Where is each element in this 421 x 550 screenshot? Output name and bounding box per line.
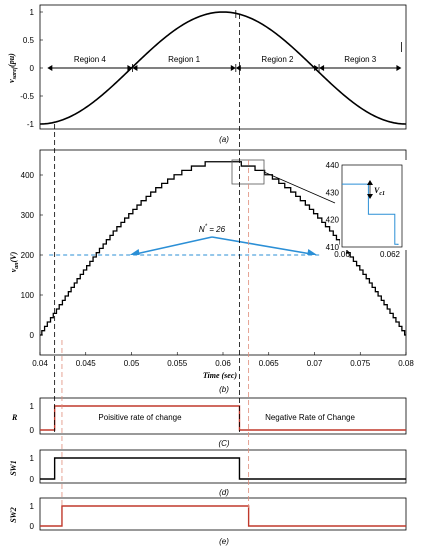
zoom-connector [263, 171, 336, 204]
digital-ytick-label: 0 [30, 426, 35, 435]
panel-b-xtick-label: 0.08 [398, 359, 414, 368]
panel-e-ylabel: SW2 [9, 507, 18, 523]
panel-b-xtick-label: 0.075 [350, 359, 371, 368]
panel-b-annotation: N* = 26 [199, 224, 226, 234]
panel-b-ytick-label: 200 [21, 251, 35, 260]
zoom-box [231, 159, 265, 185]
inset-label: Vc1 [374, 186, 385, 197]
panel-e-frame [39, 497, 407, 531]
panel-a-sine-reference: 1 0.5 0 -0.5 -1 Region 4 Region 1 Region 2 Regi… [7, 4, 407, 144]
digital-ytick-label: 1 [30, 402, 35, 411]
panel-b-staircase-curve [40, 161, 406, 336]
panel-d-caption: (d) [219, 488, 229, 497]
panel-b-n-arrows [129, 236, 318, 255]
digital-ytick-label: 0 [30, 522, 35, 531]
panel-b-ytick-label: 0 [30, 331, 35, 340]
inset-frame [341, 164, 403, 248]
digital-ytick-label: 1 [30, 502, 35, 511]
guide-lines [54, 14, 250, 508]
panel-d-frame [39, 449, 407, 484]
panel-b-xtick-label: 0.06 [215, 359, 231, 368]
label-positive-rate: Poisitive rate of change [98, 413, 182, 422]
panel-c-rate-signal: 1 0 Poisitive rate of change Negative Rat… [11, 397, 407, 448]
panel-b-xtick-label: 0.05 [124, 359, 140, 368]
n-arrow-left [135, 236, 213, 255]
panel-a-ytick-label: 1 [30, 8, 35, 17]
panel-c-frame [39, 397, 407, 435]
panel-a-sine-curve [39, 11, 407, 125]
panel-e-caption: (e) [219, 537, 229, 546]
panel-a-ytick-label: 0 [30, 64, 35, 73]
panel-b-ylabel: van(V) [9, 251, 20, 272]
panel-c-signal [40, 405, 406, 431]
panel-d-ylabel: SW1 [9, 460, 18, 476]
region-label: Region 3 [344, 55, 377, 64]
inset-ytick-label: 410 [326, 243, 340, 252]
panel-a-ytick-label: -1 [27, 120, 35, 129]
panel-d-sw1: 1 0 SW1 (d) [9, 449, 407, 497]
panel-b-ytick-label: 400 [21, 171, 35, 180]
region-label: Region 1 [168, 55, 201, 64]
panel-a-ylabel: vsaref(pu) [7, 53, 18, 83]
panel-e-sw2: 1 0 SW2 (e) [9, 497, 407, 546]
inset-double-arrow-heads [367, 180, 373, 199]
digital-ytick-label: 0 [30, 475, 35, 484]
inset-xtick-label: 0.062 [380, 250, 401, 259]
inset-ytick-label: 440 [326, 161, 340, 170]
panel-a-ytick-label: -0.5 [20, 92, 34, 101]
inset-ytick-label: 430 [326, 188, 340, 197]
panel-d-signal [40, 457, 406, 480]
panel-b-xtick-label: 0.055 [167, 359, 188, 368]
digital-ytick-label: 1 [30, 454, 35, 463]
panel-b-caption: (b) [219, 385, 229, 394]
panel-b-ytick-label: 100 [21, 291, 35, 300]
panel-b-xlabel: Time (sec) [203, 371, 237, 380]
panel-a-ytick-label: 0.5 [23, 36, 35, 45]
panel-b-xtick-label: 0.04 [32, 359, 48, 368]
region-label: Region 4 [74, 55, 107, 64]
panel-b-xtick-label: 0.065 [259, 359, 280, 368]
panel-b-staircase-voltage: 400 300 200 100 0 0.04 0.045 0.05 0.055 0.06 0.065… [9, 149, 414, 394]
panel-c-ylabel: R [11, 413, 18, 422]
panel-b-ytick-label: 300 [21, 211, 35, 220]
inset-xtick-label: 0.06 [334, 250, 350, 259]
panel-e-signal [40, 505, 406, 527]
n-arrow-right [211, 236, 312, 255]
panel-b-xtick-label: 0.045 [76, 359, 97, 368]
inset-ytick-label: 420 [326, 216, 340, 225]
panel-a-caption: (a) [219, 135, 229, 144]
panel-a-frame [39, 4, 407, 130]
label-negative-rate: Negative Rate of Change [265, 413, 355, 422]
panel-c-caption: (C) [218, 439, 229, 448]
region-label: Region 2 [261, 55, 294, 64]
panel-b-xtick-label: 0.07 [307, 359, 323, 368]
